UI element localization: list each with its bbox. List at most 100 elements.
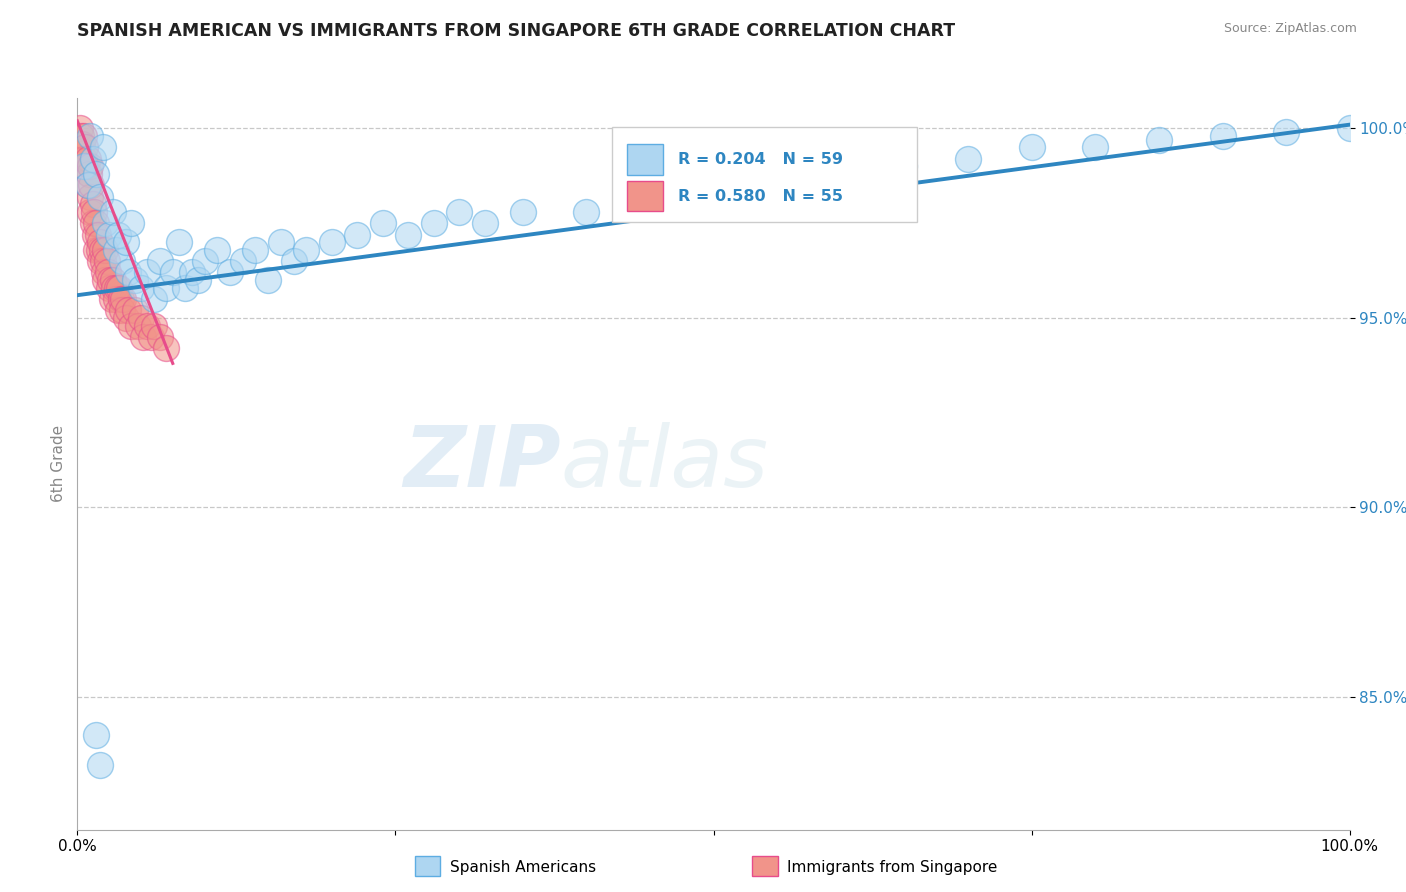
Point xyxy=(86,243,108,257)
Point xyxy=(136,265,159,279)
Point xyxy=(98,280,121,294)
Point xyxy=(101,273,124,287)
Point xyxy=(86,216,108,230)
Point xyxy=(155,341,177,355)
Point xyxy=(91,140,114,154)
Point xyxy=(638,197,661,211)
Point xyxy=(87,243,110,257)
Point xyxy=(149,254,172,268)
Point xyxy=(117,303,139,318)
Point xyxy=(114,235,136,249)
FancyBboxPatch shape xyxy=(612,128,917,222)
Point xyxy=(94,216,117,230)
Point xyxy=(79,159,101,173)
Text: R = 0.580   N = 55: R = 0.580 N = 55 xyxy=(678,188,844,203)
Point xyxy=(79,204,101,219)
Point xyxy=(194,254,217,268)
Point xyxy=(69,121,91,136)
Point xyxy=(474,216,496,230)
Point xyxy=(114,310,136,325)
Text: SPANISH AMERICAN VS IMMIGRANTS FROM SINGAPORE 6TH GRADE CORRELATION CHART: SPANISH AMERICAN VS IMMIGRANTS FROM SING… xyxy=(77,22,956,40)
Point xyxy=(100,273,122,287)
Point xyxy=(70,128,93,143)
Point xyxy=(219,265,242,279)
Point xyxy=(167,235,190,249)
Point xyxy=(142,292,165,306)
Point xyxy=(371,216,394,230)
Point xyxy=(112,292,135,306)
Y-axis label: 6th Grade: 6th Grade xyxy=(51,425,66,502)
FancyBboxPatch shape xyxy=(627,181,662,211)
Point xyxy=(97,265,120,279)
Point xyxy=(84,227,107,242)
Point xyxy=(101,204,124,219)
Point xyxy=(766,178,789,193)
Point xyxy=(90,243,112,257)
Text: Immigrants from Singapore: Immigrants from Singapore xyxy=(787,861,998,875)
FancyBboxPatch shape xyxy=(627,145,662,175)
Point xyxy=(1339,121,1361,136)
Point xyxy=(127,318,149,333)
Point xyxy=(79,189,101,203)
Point xyxy=(321,235,343,249)
Point xyxy=(110,292,132,306)
Point xyxy=(1147,133,1170,147)
Point xyxy=(136,318,159,333)
Point xyxy=(96,254,118,268)
Point xyxy=(893,159,915,173)
Point xyxy=(98,227,121,242)
Point xyxy=(174,280,197,294)
Point xyxy=(449,204,471,219)
Point xyxy=(72,136,94,151)
Point xyxy=(76,152,98,166)
Point xyxy=(346,227,368,242)
Point xyxy=(104,243,127,257)
Point xyxy=(155,280,177,294)
Point xyxy=(295,243,318,257)
Point xyxy=(82,152,104,166)
Point xyxy=(132,330,155,344)
Point xyxy=(77,167,100,181)
Point xyxy=(73,140,96,154)
Point xyxy=(703,189,725,203)
Point xyxy=(575,204,598,219)
Text: Spanish Americans: Spanish Americans xyxy=(450,861,596,875)
Point xyxy=(957,152,980,166)
Point xyxy=(257,273,280,287)
Point xyxy=(149,330,172,344)
Point xyxy=(73,159,96,173)
Point xyxy=(108,280,131,294)
Point xyxy=(86,167,108,181)
Point xyxy=(117,265,139,279)
Point xyxy=(89,254,111,268)
Point xyxy=(103,280,125,294)
Point xyxy=(89,758,111,772)
Point xyxy=(82,197,104,211)
Point xyxy=(120,216,142,230)
Point xyxy=(94,273,117,287)
Point xyxy=(187,273,209,287)
Point xyxy=(1084,140,1107,154)
Point xyxy=(283,254,305,268)
Point xyxy=(89,235,111,249)
Point xyxy=(207,243,229,257)
Point xyxy=(142,318,165,333)
Point xyxy=(75,159,97,173)
Point xyxy=(86,728,108,742)
Point xyxy=(73,128,96,143)
Point xyxy=(422,216,444,230)
Point xyxy=(83,204,105,219)
Point xyxy=(124,273,146,287)
Point xyxy=(1021,140,1043,154)
Point xyxy=(111,303,134,318)
Point xyxy=(396,227,419,242)
Text: Source: ZipAtlas.com: Source: ZipAtlas.com xyxy=(1223,22,1357,36)
Point xyxy=(105,280,128,294)
Text: atlas: atlas xyxy=(561,422,769,506)
Point xyxy=(162,265,184,279)
Point xyxy=(120,318,142,333)
Point xyxy=(107,227,129,242)
Point xyxy=(124,303,146,318)
Point xyxy=(129,280,152,294)
Point xyxy=(82,216,104,230)
